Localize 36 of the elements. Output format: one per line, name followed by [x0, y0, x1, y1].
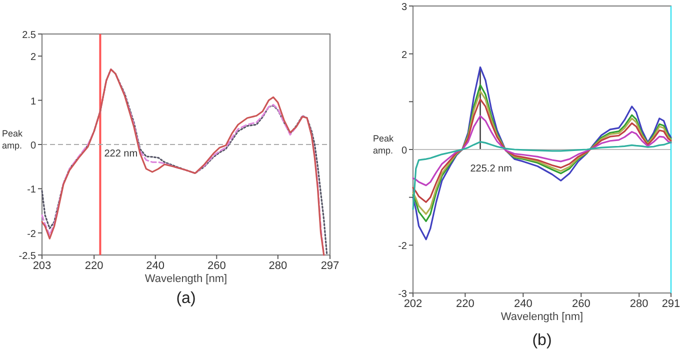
- x-tick-label: 203: [32, 260, 52, 272]
- y-tick-label: 1: [30, 96, 36, 108]
- y-tick-label: 2: [401, 50, 408, 61]
- x-tick-label: 260: [207, 260, 226, 272]
- x-tick-label: 240: [514, 298, 532, 310]
- y-axis-title: Peak amp.: [2, 128, 24, 150]
- x-tick-label: 291: [662, 298, 680, 310]
- text: (b): [532, 332, 552, 349]
- y-tick-label: -1: [27, 184, 36, 196]
- x-axis-title: Wavelength [nm]: [500, 311, 584, 323]
- x-tick-label: 297: [320, 260, 340, 272]
- y-tick-label: -3: [398, 289, 408, 300]
- y-tick-label: 2.5: [22, 30, 36, 41]
- x-tick-label: 260: [572, 298, 590, 310]
- ref-line-label: 222 nm: [104, 148, 138, 160]
- x-axis-title: Wavelength [nm]: [144, 273, 228, 285]
- y-tick-label: -2.5: [18, 251, 36, 262]
- x-tick-label: 280: [630, 298, 648, 310]
- y-axis-title: Peak amp.: [373, 134, 394, 156]
- x-tick-label: 202: [404, 298, 422, 310]
- y-tick-label: 3: [401, 2, 408, 13]
- x-tick-label: 220: [84, 260, 104, 272]
- y-tick-label: 0: [401, 146, 408, 156]
- x-tick-label: 220: [456, 298, 474, 310]
- ref-line-label: 225.2 nm: [470, 164, 512, 174]
- line-series: [412, 141, 672, 210]
- y-tick-label: 0: [30, 140, 36, 152]
- text: (a): [176, 290, 196, 307]
- y-tick-label: 2: [30, 52, 36, 64]
- y-tick-label: -2: [27, 228, 36, 240]
- x-tick-label: 240: [146, 260, 165, 272]
- line-series: [412, 66, 672, 240]
- line-series: [412, 98, 672, 203]
- y-tick-label: -2: [398, 241, 408, 252]
- x-tick-label: 280: [268, 260, 288, 272]
- line-series: [412, 115, 672, 186]
